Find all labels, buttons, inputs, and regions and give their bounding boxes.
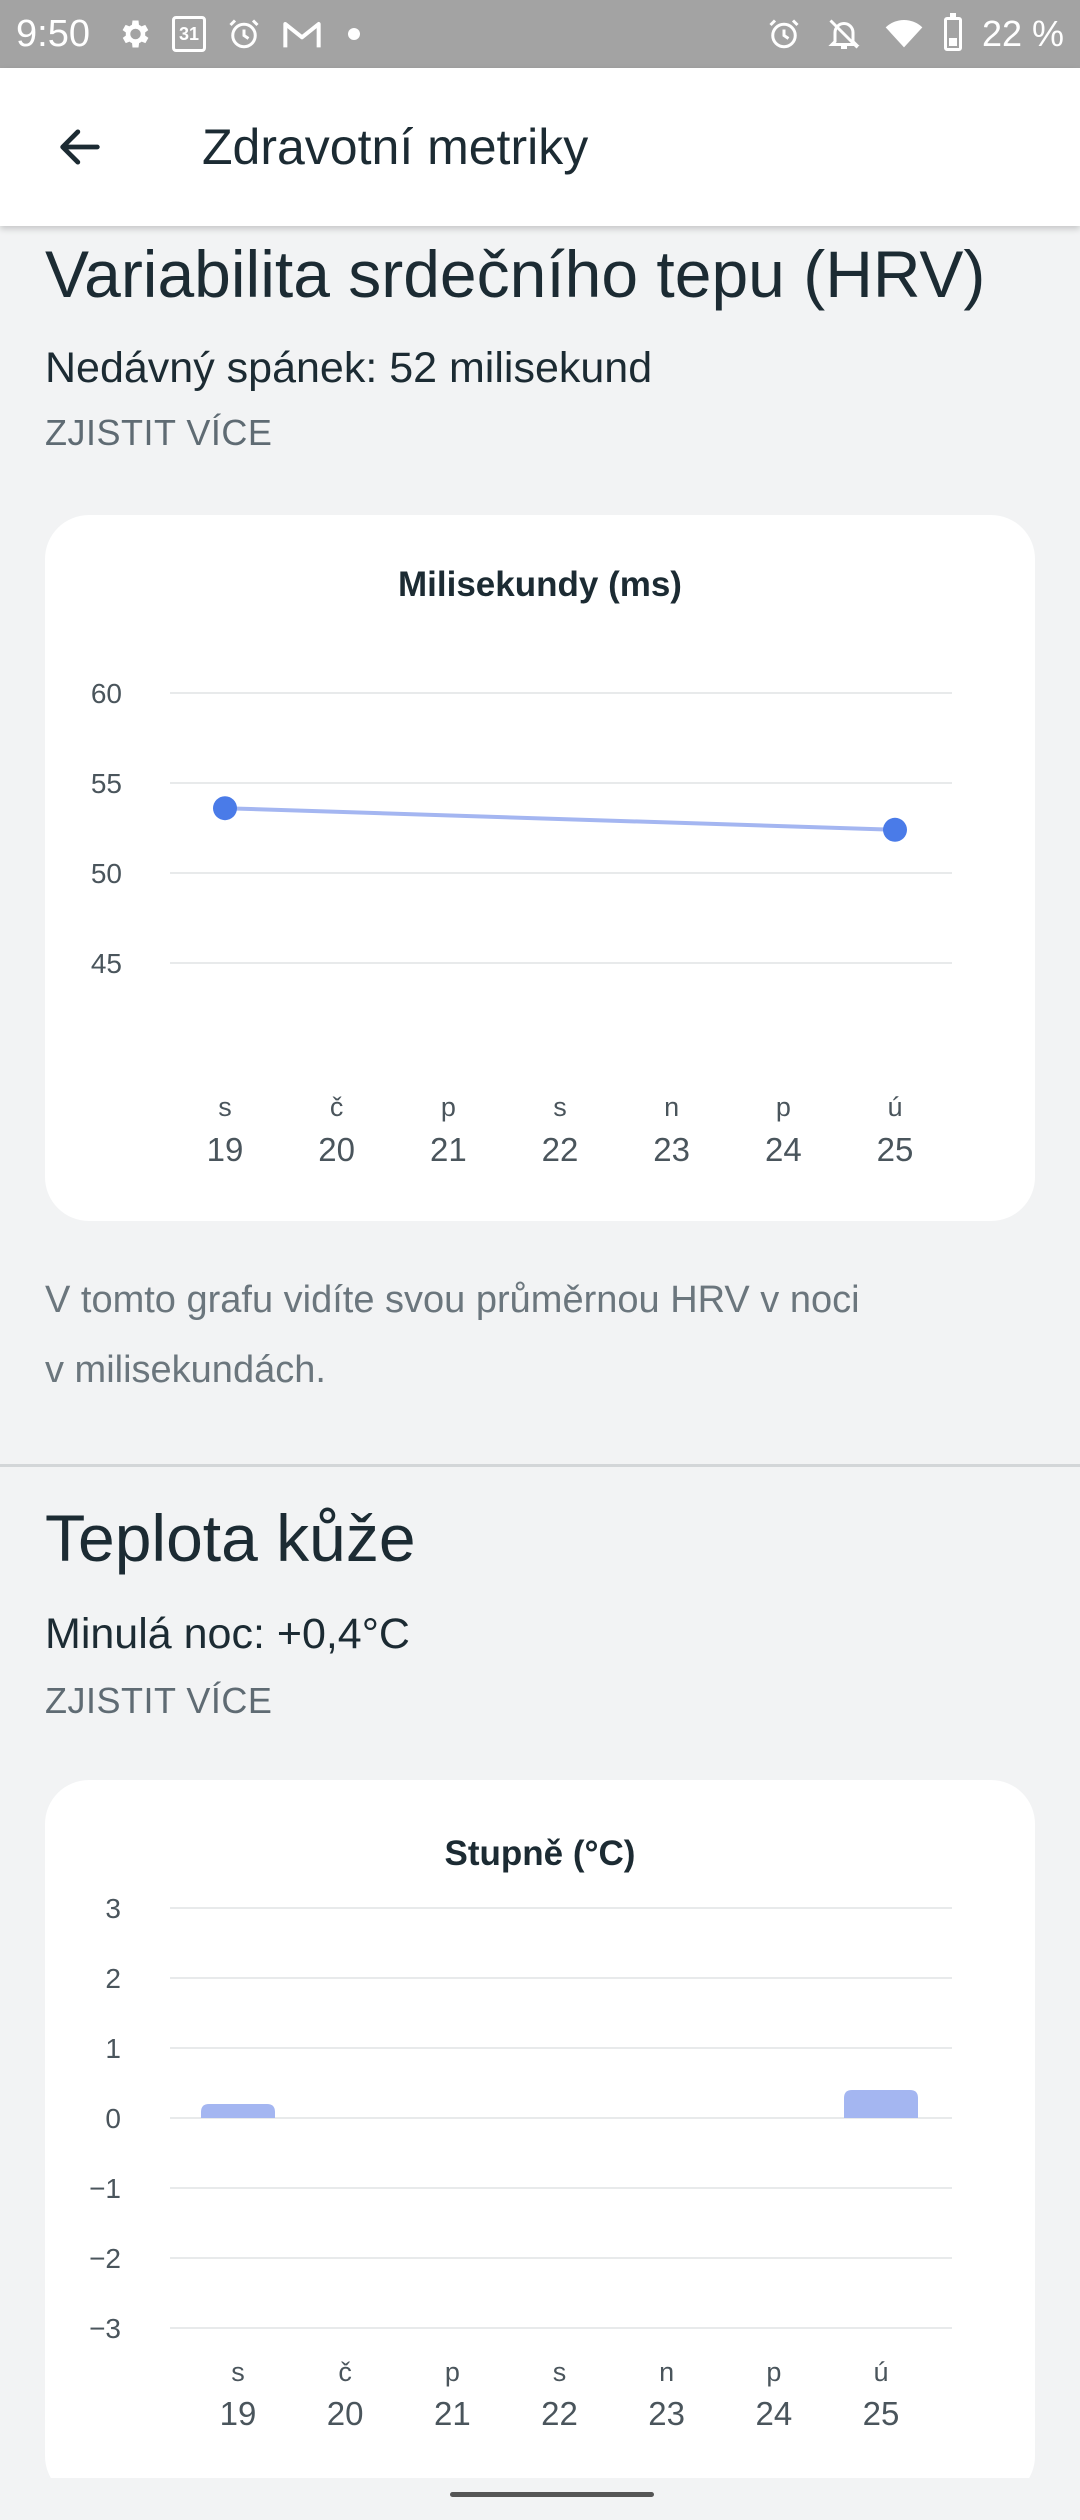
hrv-x-date-label: 19 (207, 1131, 244, 1168)
calendar-icon: 31 (171, 16, 206, 52)
hrv-subtitle: Nedávný spánek: 52 milisekund (45, 344, 653, 392)
temp-x-date-label: 21 (434, 2395, 471, 2432)
temp-x-date-label: 20 (327, 2395, 364, 2432)
temp-x-day-label: n (659, 2357, 674, 2387)
temp-x-day-label: s (231, 2357, 245, 2387)
hrv-description-line2: v milisekundách. (45, 1349, 326, 1391)
wifi-icon (884, 14, 924, 54)
skin-temp-chart-card: Stupně (°C) 3 2 1 0 −1 −2 −3 s 19 č 20 p 21 s 22 n 23 p 24… (45, 1780, 1035, 2500)
hrv-y-tick-label: 50 (91, 858, 122, 889)
temp-y-tick-label: −3 (89, 2313, 121, 2344)
hrv-x-date-label: 22 (542, 1131, 579, 1168)
gear-icon (114, 14, 154, 54)
hrv-x-date-label: 25 (877, 1131, 914, 1168)
temp-y-tick-label: 3 (105, 1893, 121, 1924)
temp-bar (844, 2090, 918, 2118)
hrv-x-date-label: 24 (765, 1131, 802, 1168)
temp-x-date-label: 22 (541, 2395, 578, 2432)
app-bar: Zdravotní metriky (0, 68, 1080, 226)
skin-temp-title: Teplota kůže (45, 1501, 416, 1575)
hrv-data-point (883, 817, 907, 842)
hrv-x-date-label: 21 (430, 1131, 467, 1168)
hrv-chart-title: Milisekundy (ms) (398, 565, 682, 604)
temp-y-tick-label: 0 (105, 2103, 121, 2134)
temp-y-tick-label: −2 (89, 2243, 121, 2274)
hrv-chart: 60 55 50 45 s 19 č 20 p 21 s 22 n 23 p 24 ú 25 (91, 678, 952, 1168)
status-bar: 9:50 31 22 % (0, 0, 1080, 68)
status-time: 9:50 (16, 12, 90, 55)
hrv-x-day-label: p (441, 1092, 456, 1122)
section-divider (0, 1464, 1080, 1467)
hrv-data-point (213, 796, 237, 821)
temp-x-day-label: p (766, 2357, 781, 2387)
page-title: Zdravotní metriky (202, 119, 589, 175)
status-bar-right: 22 % (764, 13, 1064, 55)
gmail-icon (282, 14, 322, 54)
notifications-off-icon (824, 14, 864, 54)
back-button[interactable] (30, 97, 130, 197)
temp-x-day-label: s (553, 2357, 567, 2387)
temp-x-date-label: 24 (755, 2395, 792, 2432)
hrv-x-day-label: s (553, 1092, 567, 1122)
hrv-description: V tomto grafu vidíte svou průměrnou HRV … (45, 1265, 1025, 1405)
status-bar-left: 9:50 31 (16, 13, 360, 56)
temp-y-tick-label: 2 (105, 1963, 121, 1994)
skin-temp-chart-title: Stupně (°C) (444, 1834, 636, 1873)
arrow-back-icon (60, 129, 100, 165)
temp-x-date-label: 25 (863, 2395, 900, 2432)
hrv-y-tick-label: 45 (91, 948, 122, 979)
hrv-chart-card: Milisekundy (ms) 60 55 50 45 s 19 č 20 p 21 s 22 n 23… (45, 515, 1035, 1221)
alarm-icon (764, 14, 804, 54)
skin-temp-learn-more-link[interactable]: ZJISTIT VÍCE (45, 1680, 273, 1721)
battery-icon (943, 13, 962, 51)
temp-x-date-label: 23 (648, 2395, 685, 2432)
hrv-learn-more-link[interactable]: ZJISTIT VÍCE (45, 412, 273, 453)
alarm-icon (224, 14, 264, 54)
temp-y-tick-label: 1 (105, 2033, 121, 2064)
hrv-x-day-label: s (218, 1092, 232, 1122)
hrv-title: Variabilita srdečního tepu (HRV) (45, 237, 986, 311)
hrv-x-date-label: 20 (318, 1131, 355, 1168)
temp-bar (201, 2104, 275, 2118)
temp-x-date-label: 19 (220, 2395, 257, 2432)
gesture-navigation-bar (0, 2478, 1080, 2520)
hrv-y-tick-label: 60 (91, 678, 122, 709)
hrv-x-date-label: 23 (653, 1131, 690, 1168)
skin-temp-subtitle: Minulá noc: +0,4°C (45, 1610, 410, 1658)
hrv-x-day-label: č (330, 1092, 344, 1122)
temp-x-day-label: č (338, 2357, 352, 2387)
gesture-handle[interactable] (450, 2492, 654, 2497)
temp-y-tick-label: −1 (89, 2173, 121, 2204)
temp-x-day-label: ú (873, 2357, 888, 2387)
hrv-series-line (224, 806, 896, 832)
hrv-x-day-label: ú (887, 1092, 902, 1122)
hrv-x-day-label: n (664, 1092, 679, 1122)
dot-icon (347, 28, 360, 40)
hrv-description-line1: V tomto grafu vidíte svou průměrnou HRV … (45, 1279, 860, 1321)
temp-x-day-label: p (445, 2357, 460, 2387)
battery-percentage: 22 % (981, 13, 1064, 54)
hrv-y-tick-label: 55 (91, 768, 122, 799)
hrv-x-day-label: p (776, 1092, 791, 1122)
